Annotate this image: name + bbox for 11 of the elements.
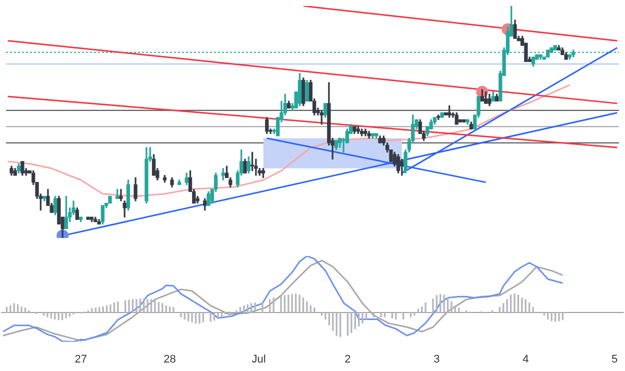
x-tick-label: 2 (344, 353, 351, 366)
x-tick-label: 5 (612, 353, 618, 366)
candlestick (440, 112, 444, 118)
candlestick (86, 216, 90, 220)
x-tick-label: 28 (164, 353, 176, 366)
candlestick (108, 196, 112, 204)
x-tick-label: 27 (74, 353, 87, 366)
x-tick-label: 3 (434, 353, 440, 366)
x-tick-label: 4 (522, 353, 529, 366)
candlestick (462, 119, 466, 122)
x-tick-label: Jul (252, 353, 266, 366)
